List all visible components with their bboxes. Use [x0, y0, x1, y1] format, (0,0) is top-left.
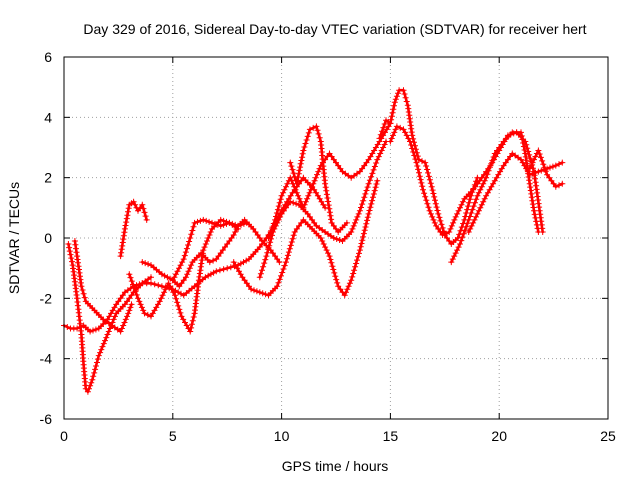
series-sat-k [287, 123, 350, 235]
series-markers [139, 216, 242, 284]
series-sat-l [376, 87, 481, 247]
series-markers [230, 177, 381, 299]
series-sat-c [71, 238, 135, 335]
y-axis-label: SDTVAR / TECUs [6, 182, 22, 294]
x-tick-label: 25 [600, 428, 616, 444]
series-markers [71, 238, 135, 335]
series-trace [232, 179, 379, 297]
y-tick-label: -6 [40, 411, 53, 427]
series-markers [126, 216, 250, 335]
series-markers [448, 129, 542, 266]
series-markers [256, 138, 389, 281]
y-tick-label: -4 [40, 351, 53, 367]
series-sat-d [117, 198, 150, 260]
series-trace [467, 152, 564, 234]
x-tick-label: 5 [169, 428, 177, 444]
series-markers [65, 241, 154, 395]
y-tick-label: -2 [40, 290, 53, 306]
x-tick-label: 0 [60, 428, 68, 444]
series-markers [465, 150, 566, 235]
series-markers [265, 120, 394, 241]
series-markers [287, 123, 350, 235]
series-sat-o [465, 150, 566, 235]
y-tick-label: 6 [44, 49, 52, 65]
series-sat-g [169, 216, 283, 290]
x-tick-label: 20 [491, 428, 507, 444]
series-sat-b [65, 241, 154, 395]
series-trace [288, 125, 349, 234]
data-series [61, 87, 566, 395]
series-sat-n [448, 129, 542, 266]
series-sat-f [139, 216, 242, 284]
x-tick-label: 10 [274, 428, 290, 444]
y-tick-label: 4 [44, 109, 52, 125]
series-markers [117, 198, 150, 260]
x-tick-label: 15 [383, 428, 399, 444]
series-sat-p [526, 147, 566, 190]
series-sat-i [256, 138, 389, 281]
y-tick-label: 2 [44, 170, 52, 186]
series-sat-e [126, 216, 250, 335]
axis-ticks: 0 5 10 15 20 25 -6 -4 -2 0 2 4 6 [40, 49, 616, 444]
series-markers [526, 147, 566, 190]
y-tick-label: 0 [44, 230, 52, 246]
series-trace [171, 218, 281, 288]
series-markers [376, 87, 481, 247]
chart-title: Day 329 of 2016, Sidereal Day-to-day VTE… [83, 21, 586, 37]
series-sat-h [230, 177, 381, 299]
x-axis-label: GPS time / hours [282, 458, 389, 474]
